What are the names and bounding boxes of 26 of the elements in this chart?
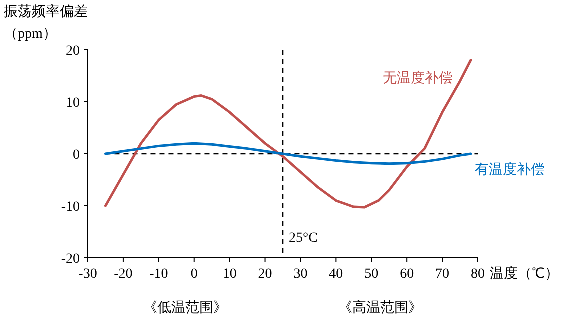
x-tick-label: 40 [329, 267, 344, 282]
text: 《高温范围》 [338, 300, 422, 316]
x-tick-label: -30 [78, 267, 98, 282]
x-tick-label: 80 [471, 267, 485, 282]
text: 《低温范围》 [144, 300, 228, 316]
x-tick-label: 30 [294, 267, 308, 282]
y-axis-title: 振荡频率偏差（ppm） [4, 5, 88, 42]
series-label: 有温度补偿 [474, 162, 545, 178]
y-tick-label: 20 [66, 44, 80, 59]
y-tick-label: 10 [66, 96, 80, 111]
x-tick-label: -20 [114, 267, 133, 282]
line-series [104, 59, 472, 209]
series-label: 无温度补偿 [382, 70, 453, 86]
y-tick-label: -20 [61, 252, 80, 267]
x-tick-label: 10 [222, 267, 237, 282]
y-tick-label: -10 [61, 200, 80, 215]
x-tick-label: 0 [190, 267, 198, 282]
x-tick-label: 70 [436, 267, 450, 282]
x-tick-label: 20 [258, 267, 272, 282]
x-tick-label: -10 [150, 267, 168, 282]
line-series [104, 142, 472, 166]
x-tick-label: 60 [400, 267, 414, 282]
x-axis-title: 温度（℃） [490, 266, 559, 282]
ref-line-label: 25°C [289, 231, 318, 246]
y-tick-label: 0 [73, 148, 80, 163]
x-tick-label: 50 [364, 267, 379, 282]
